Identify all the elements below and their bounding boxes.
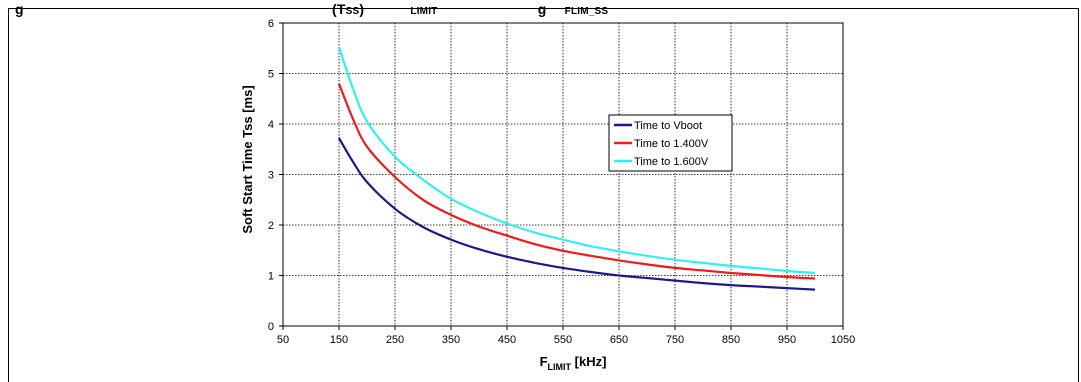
x-axis-title-main: F xyxy=(540,354,548,369)
caption-fragment-7: FLIM_SS xyxy=(564,6,609,17)
caption-fragment-4: ) xyxy=(359,1,365,17)
y-tick-label: 4 xyxy=(268,119,274,131)
legend: Time to Vboot Time to 1.400V Time to 1.600… xyxy=(608,114,733,172)
caption-fragment-2: (T xyxy=(331,1,346,17)
x-tick-label: 450 xyxy=(498,334,516,346)
x-tick-label: 150 xyxy=(330,334,348,346)
x-tick-label: 550 xyxy=(554,334,572,346)
caption-fragment-5: LIMIT xyxy=(410,6,438,17)
x-tick-label: 850 xyxy=(722,334,740,346)
x-tick-label: 750 xyxy=(666,334,684,346)
y-tick-label: 2 xyxy=(268,220,274,232)
y-tick-label: 0 xyxy=(268,321,274,333)
legend-label-1: Time to Vboot xyxy=(634,120,702,132)
x-tick-label: 350 xyxy=(442,334,460,346)
x-tick-labels: 50 150 250 350 450 550 650 750 850 950 1050 xyxy=(277,326,855,346)
caption-fragment-6: g xyxy=(537,1,547,17)
x-tick-label: 50 xyxy=(277,334,289,346)
y-tick-label: 3 xyxy=(268,170,274,182)
grid-lines xyxy=(283,23,843,326)
legend-label-3: Time to 1.600V xyxy=(634,156,709,168)
caption-fragment-1: g xyxy=(15,1,24,17)
x-tick-label: 250 xyxy=(386,334,404,346)
figure-frame: g (TSS) LIMIT g FLIM_SS xyxy=(8,1,1079,382)
y-axis-title: Soft Start Time Tss [ms] xyxy=(240,85,255,233)
series-line-1 xyxy=(338,137,816,291)
y-tick-labels: 0 1 2 3 4 5 6 xyxy=(268,18,283,333)
cut-off-figure-caption: g (TSS) LIMIT g FLIM_SS xyxy=(15,1,608,17)
caption-fragment-3: SS xyxy=(345,6,360,17)
x-axis-title-unit: [kHz] xyxy=(571,354,606,369)
legend-label-2: Time to 1.400V xyxy=(634,138,709,150)
series-line-2 xyxy=(337,83,816,280)
y-tick-label: 5 xyxy=(268,69,274,81)
y-tick-label: 1 xyxy=(268,271,274,283)
x-tick-label: 950 xyxy=(778,334,796,346)
x-axis-title: FLIMIT [kHz] xyxy=(540,354,607,372)
x-tick-label: 650 xyxy=(610,334,628,346)
x-axis-title-subscript: LIMIT xyxy=(548,362,572,372)
series-lines xyxy=(337,46,816,291)
series-line-3 xyxy=(337,46,816,275)
soft-start-time-chart: 50 150 250 350 450 550 650 750 850 950 1050 0 1 2 3 4 5… xyxy=(240,18,855,372)
y-tick-label: 6 xyxy=(268,18,274,30)
x-tick-label: 1050 xyxy=(831,334,855,346)
